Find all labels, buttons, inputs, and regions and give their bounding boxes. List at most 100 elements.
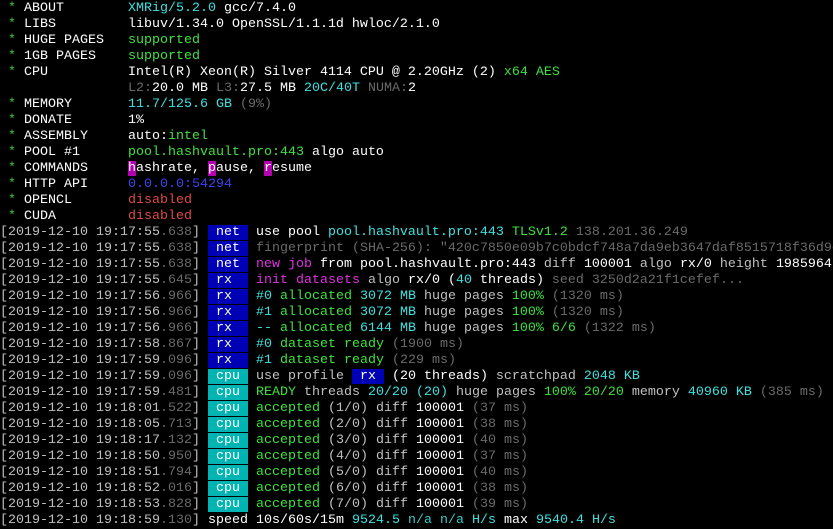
text-segment bbox=[248, 257, 256, 272]
text-segment: (2/0) bbox=[319, 417, 368, 432]
text-segment bbox=[200, 225, 208, 240]
text-segment: .828 bbox=[159, 497, 192, 512]
text-segment: POOL #1 bbox=[24, 145, 128, 160]
text-segment bbox=[200, 497, 208, 512]
text-segment: * bbox=[0, 97, 24, 112]
timestamp: [2019-12-10 19:17:55 bbox=[0, 273, 160, 288]
log-tag-badge: cpu bbox=[207, 385, 248, 400]
text-segment: 0.0.0.0:54294 bbox=[127, 177, 232, 192]
text-segment: 20/20 bbox=[367, 385, 408, 400]
text-segment: (385 ms) bbox=[751, 385, 824, 400]
text-segment bbox=[200, 337, 208, 352]
text-segment: L2: bbox=[127, 81, 152, 96]
text-segment: from bbox=[311, 257, 360, 272]
text-segment: ( bbox=[383, 369, 400, 384]
text-segment bbox=[248, 225, 256, 240]
text-segment: 11.7/125.6 GB bbox=[127, 97, 232, 112]
text-segment bbox=[248, 417, 256, 432]
text-segment: 20.0 MB bbox=[151, 81, 208, 96]
text-segment: accepted bbox=[255, 449, 320, 464]
text-segment: DONATE bbox=[24, 113, 128, 128]
text-segment: 40960 KB bbox=[687, 385, 752, 400]
text-segment: allocated bbox=[271, 321, 352, 336]
text-segment: * bbox=[0, 209, 24, 224]
text-segment: algo bbox=[359, 273, 408, 288]
text-segment: 100001 bbox=[415, 401, 464, 416]
text-segment: ] bbox=[191, 257, 200, 272]
text-segment: Intel(R) Xeon(R) Silver 4114 CPU @ 2.20G… bbox=[127, 65, 496, 80]
text-segment bbox=[248, 273, 256, 288]
log-tag-badge: net bbox=[207, 225, 248, 240]
text-segment: 1% bbox=[127, 113, 144, 128]
text-segment: speed bbox=[207, 513, 248, 528]
log-line: [2019-12-10 19:17:59.096] cpu use profil… bbox=[0, 369, 833, 385]
text-segment: (7/0) bbox=[319, 497, 368, 512]
text-segment: 100001 bbox=[415, 465, 464, 480]
text-segment: 100001 bbox=[415, 497, 464, 512]
text-segment: * bbox=[0, 145, 24, 160]
text-segment: ] bbox=[191, 321, 200, 336]
text-segment bbox=[248, 353, 256, 368]
text-segment bbox=[248, 321, 256, 336]
timestamp: [2019-12-10 19:17:56 bbox=[0, 321, 160, 336]
text-segment: diff bbox=[367, 465, 416, 480]
text-segment: ashrate, bbox=[135, 161, 208, 176]
text-segment bbox=[248, 369, 256, 384]
text-segment bbox=[200, 385, 208, 400]
info-line: * MEMORY 11.7/125.6 GB (9%) bbox=[0, 97, 833, 113]
log-line: [2019-12-10 19:17:59.481] cpu READY thre… bbox=[0, 385, 833, 401]
text-segment: huge pages bbox=[415, 305, 504, 320]
text-segment: 2 bbox=[407, 81, 416, 96]
text-segment bbox=[248, 433, 256, 448]
log-line: [2019-12-10 19:18:53.828] cpu accepted (… bbox=[0, 497, 833, 513]
text-segment: threads) bbox=[415, 369, 488, 384]
text-segment: scratchpad bbox=[487, 369, 584, 384]
text-segment bbox=[248, 305, 256, 320]
text-segment: n/a n/a bbox=[399, 513, 464, 528]
text-segment bbox=[248, 497, 256, 512]
text-segment: -- bbox=[255, 321, 272, 336]
text-segment: * bbox=[0, 129, 24, 144]
log-line: [2019-12-10 19:18:01.522] cpu accepted (… bbox=[0, 401, 833, 417]
text-segment: * bbox=[0, 177, 24, 192]
text-segment: 100% bbox=[503, 305, 544, 320]
text-segment: ABOUT bbox=[24, 1, 128, 16]
text-segment: .522 bbox=[159, 401, 192, 416]
text-segment: 40 bbox=[455, 273, 472, 288]
text-segment: 20C/40T bbox=[295, 81, 360, 96]
text-segment: (20) bbox=[407, 385, 448, 400]
text-segment: 100% 20/20 bbox=[543, 385, 624, 400]
command-hotkey: r bbox=[263, 161, 272, 176]
text-segment: ASSEMBLY bbox=[24, 129, 128, 144]
info-line: * HUGE PAGES supported bbox=[0, 33, 833, 49]
text-segment: * bbox=[0, 113, 24, 128]
text-segment: READY bbox=[255, 385, 296, 400]
text-segment: 100001 bbox=[415, 433, 464, 448]
text-segment: ] bbox=[191, 337, 200, 352]
text-segment: .966 bbox=[159, 289, 192, 304]
text-segment: diff bbox=[367, 433, 416, 448]
text-segment: 1GB PAGES bbox=[24, 49, 128, 64]
log-tag-badge: rx bbox=[207, 305, 248, 320]
log-line: [2019-12-10 19:18:59.130] speed 10s/60s/… bbox=[0, 513, 833, 529]
text-segment: accepted bbox=[255, 481, 320, 496]
text-segment bbox=[248, 241, 256, 256]
text-segment bbox=[200, 241, 208, 256]
text-segment: #1 bbox=[255, 353, 272, 368]
log-tag-badge: cpu bbox=[207, 497, 248, 512]
info-line: * 1GB PAGES supported bbox=[0, 49, 833, 65]
text-segment bbox=[200, 513, 208, 528]
text-segment: use profile bbox=[255, 369, 352, 384]
text-segment: .950 bbox=[159, 449, 192, 464]
text-segment: gcc/7.4.0 bbox=[215, 1, 296, 16]
text-segment: ] bbox=[191, 513, 200, 528]
text-segment: #1 bbox=[255, 305, 272, 320]
log-tag-badge: net bbox=[207, 257, 248, 272]
text-segment bbox=[200, 289, 208, 304]
text-segment: diff bbox=[367, 497, 416, 512]
text-segment bbox=[248, 401, 256, 416]
text-segment: rx/0 bbox=[679, 257, 712, 272]
text-segment bbox=[200, 465, 208, 480]
text-segment: .867 bbox=[159, 337, 192, 352]
